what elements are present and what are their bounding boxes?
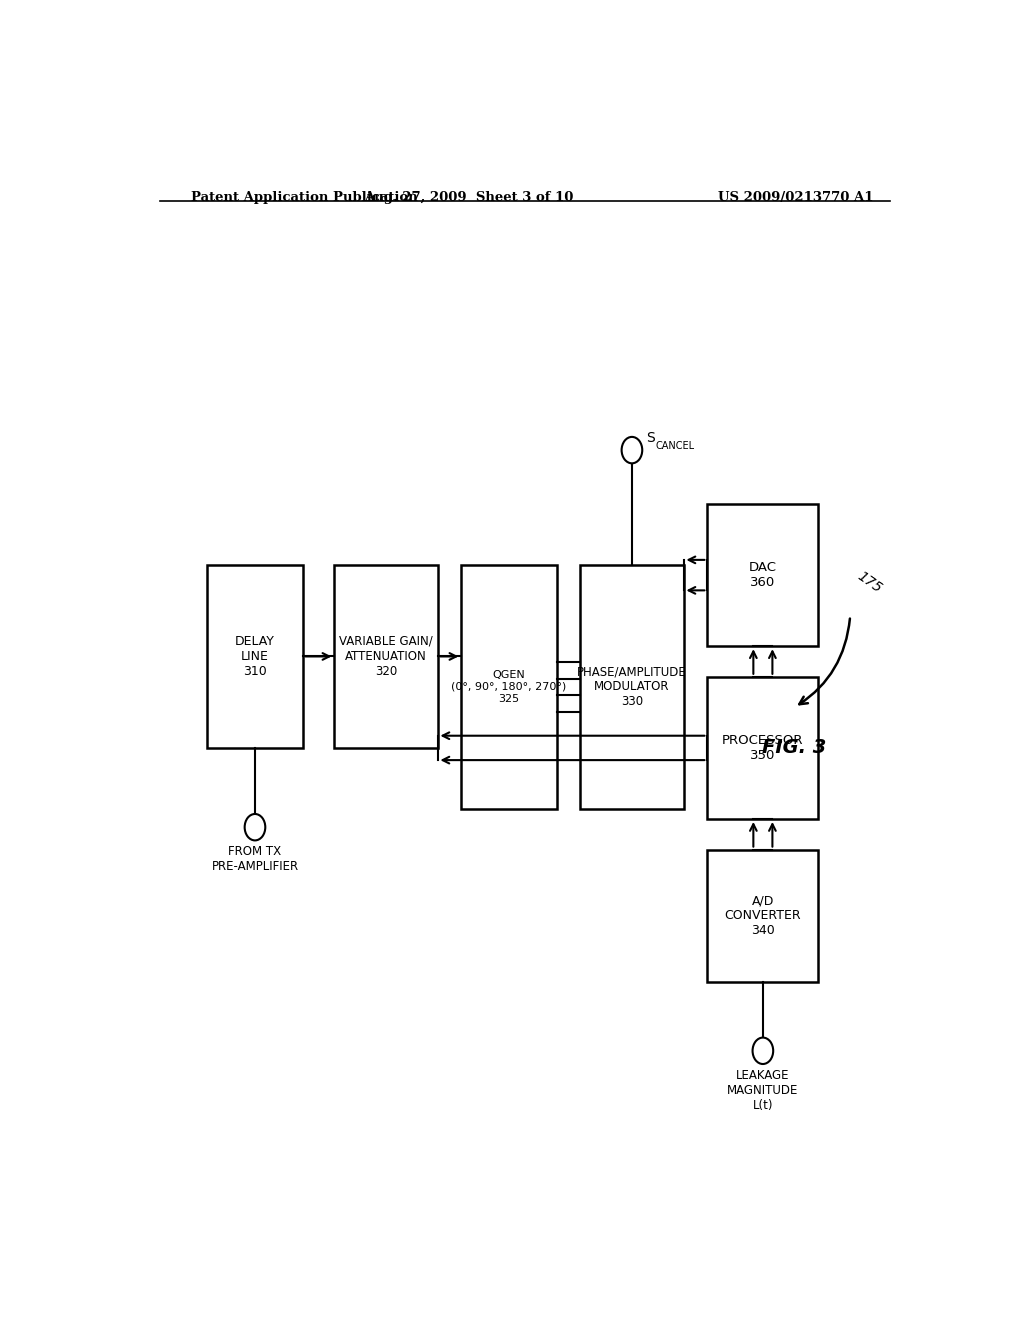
Text: PHASE/AMPLITUDE
MODULATOR
330: PHASE/AMPLITUDE MODULATOR 330 xyxy=(578,665,687,709)
Bar xyxy=(708,504,818,647)
Text: DAC
360: DAC 360 xyxy=(749,561,777,589)
Text: Patent Application Publication: Patent Application Publication xyxy=(191,191,418,203)
Bar xyxy=(708,850,818,982)
Text: CANCEL: CANCEL xyxy=(655,441,695,451)
Bar xyxy=(581,565,684,809)
Bar xyxy=(461,565,557,809)
Text: FIG. 3: FIG. 3 xyxy=(763,738,826,758)
Text: Aug. 27, 2009  Sheet 3 of 10: Aug. 27, 2009 Sheet 3 of 10 xyxy=(365,191,573,203)
Text: QGEN
(0°, 90°, 180°, 270°)
325: QGEN (0°, 90°, 180°, 270°) 325 xyxy=(452,671,566,704)
Text: US 2009/0213770 A1: US 2009/0213770 A1 xyxy=(719,191,873,203)
Text: FROM TX
PRE-AMPLIFIER: FROM TX PRE-AMPLIFIER xyxy=(211,846,299,874)
Text: 175: 175 xyxy=(854,569,884,595)
Text: DELAY
LINE
310: DELAY LINE 310 xyxy=(236,635,274,678)
Circle shape xyxy=(245,814,265,841)
Bar xyxy=(334,565,437,748)
Text: S: S xyxy=(646,432,655,445)
Text: A/D
CONVERTER
340: A/D CONVERTER 340 xyxy=(725,894,801,937)
Bar xyxy=(207,565,303,748)
Bar xyxy=(708,677,818,818)
Text: LEAKAGE
MAGNITUDE
L(t): LEAKAGE MAGNITUDE L(t) xyxy=(727,1069,799,1111)
Text: VARIABLE GAIN/
ATTENUATION
320: VARIABLE GAIN/ ATTENUATION 320 xyxy=(339,635,433,678)
Text: PROCESSOR
350: PROCESSOR 350 xyxy=(722,734,804,762)
Circle shape xyxy=(622,437,642,463)
Circle shape xyxy=(753,1038,773,1064)
